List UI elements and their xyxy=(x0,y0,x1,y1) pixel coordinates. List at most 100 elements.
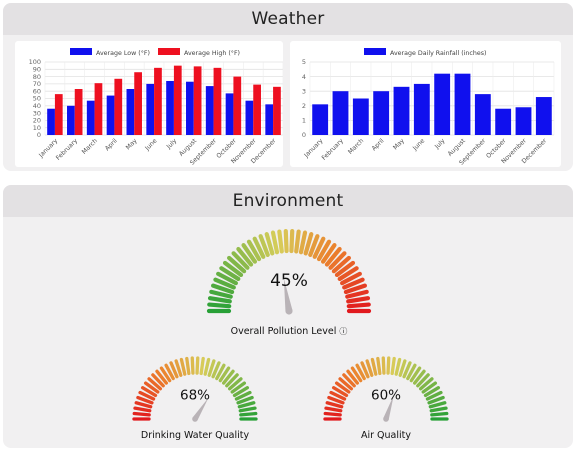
water-gauge-tick xyxy=(147,377,163,391)
water-gauge-tick xyxy=(222,369,235,385)
overall-gauge-tick xyxy=(324,246,342,267)
overall-needle xyxy=(283,278,293,312)
air-gauge-tick xyxy=(406,363,417,381)
bar xyxy=(94,83,103,135)
water-gauge-tick xyxy=(143,381,160,394)
water-gauge-tick xyxy=(140,386,158,398)
overall-gauge-tick xyxy=(298,230,308,255)
overall-gauge-tick xyxy=(252,236,266,259)
water-gauge-tick xyxy=(151,373,165,388)
overall-gauge-tick xyxy=(328,251,347,270)
water-gauge-tick xyxy=(218,366,231,383)
bar xyxy=(454,73,471,135)
overall-gauge-tick xyxy=(303,232,314,256)
water-gauge-tick xyxy=(185,356,191,376)
x-tick-label: March xyxy=(81,137,99,155)
air-gauge-tick xyxy=(323,411,342,417)
overall-gauge-tick xyxy=(342,277,365,290)
air-gauge-tick xyxy=(365,359,374,377)
water-gauge-tick xyxy=(174,359,183,377)
temperature-chart-card: Average Low (°F) Average High (°F) 0 10 20 30… xyxy=(15,41,284,167)
bar xyxy=(173,65,182,135)
legend-swatch xyxy=(364,48,386,55)
overall-gauge-tick xyxy=(270,230,280,255)
air-gauge-tick xyxy=(402,361,412,379)
water-gauge-tick xyxy=(227,377,243,391)
water-gauge-tick xyxy=(138,390,156,401)
overall-gauge-tick xyxy=(316,239,332,262)
air-gauge-tick xyxy=(381,356,386,375)
overall-gauge-tick xyxy=(331,255,351,274)
bar xyxy=(233,76,242,135)
overall-needle-hub xyxy=(285,307,293,315)
overall-gauge-tick xyxy=(289,228,295,254)
air-gauge-tick xyxy=(360,361,370,379)
y-tick-label: 4 xyxy=(302,73,306,81)
overall-gauge-tick xyxy=(231,251,250,270)
overall-gauge-tick xyxy=(340,271,362,286)
air-gauge-tick xyxy=(370,357,378,376)
air-gauge-tick xyxy=(324,406,343,413)
water-gauge-tick xyxy=(225,373,239,388)
bar xyxy=(312,104,329,135)
overall-gauge-tick xyxy=(264,232,275,256)
air-gauge-tick xyxy=(409,366,422,383)
overall-pollution-label-row: Overall Pollution Level ⓘ xyxy=(189,326,389,337)
overall-gauge-tick xyxy=(312,236,326,259)
bar xyxy=(114,78,123,135)
bar xyxy=(74,89,83,135)
bar xyxy=(245,100,254,135)
air-percent: 60% xyxy=(371,388,401,404)
air-gauge-tick xyxy=(429,406,448,413)
overall-gauge-tick xyxy=(334,260,356,278)
overall-gauge-tick xyxy=(246,239,262,262)
info-icon[interactable]: ⓘ xyxy=(339,327,348,336)
water-gauge-tick xyxy=(238,406,257,413)
x-tick-label: February xyxy=(321,137,346,162)
x-tick-label: April xyxy=(104,137,119,152)
overall-gauge-tick xyxy=(216,271,238,286)
air-gauge-tick xyxy=(342,373,356,388)
x-tick-label: June xyxy=(411,137,426,152)
rainfall-chart: Average Daily Rainfall (inches)012345Jan… xyxy=(302,48,555,167)
water-gauge-tick xyxy=(164,363,175,381)
y-tick-label: 70 xyxy=(33,80,41,88)
bar xyxy=(332,91,349,135)
air-gauge-tick xyxy=(327,395,345,405)
y-tick-label: 50 xyxy=(33,95,41,103)
overall-gauge-tick xyxy=(258,234,270,257)
bar xyxy=(134,72,142,135)
y-tick-label: 100 xyxy=(29,58,41,66)
bar xyxy=(186,81,194,135)
water-gauge-tick xyxy=(169,361,179,379)
overall-gauge-tick xyxy=(283,228,289,254)
legend-label: Average High (°F) xyxy=(184,49,240,57)
air-gauge-tick xyxy=(418,377,434,391)
bar xyxy=(413,83,430,135)
water-gauge-tick xyxy=(232,386,250,398)
bar xyxy=(393,86,410,135)
overall-gauge-tick xyxy=(320,243,337,264)
water-gauge-tick xyxy=(239,411,258,417)
y-tick-label: 80 xyxy=(33,73,41,81)
water-gauge-tick xyxy=(203,357,211,376)
overall-gauge-tick xyxy=(277,229,284,254)
x-tick-label: May xyxy=(392,137,406,151)
air-gauge-tick xyxy=(386,356,391,375)
y-tick-label: 10 xyxy=(33,124,41,132)
water-gauge-tick xyxy=(237,401,256,409)
overall-percent: 45% xyxy=(270,271,308,291)
bar xyxy=(535,97,552,135)
air-gauge-tick xyxy=(413,369,426,385)
air-gauge-tick xyxy=(334,381,351,394)
air-gauge-tick xyxy=(425,390,443,401)
temperature-chart: Average Low (°F) Average High (°F) 0102030… xyxy=(29,48,284,167)
rainfall-chart-card: Average Daily Rainfall (inches) 0 1 2 3 4 5 Jan… xyxy=(290,41,561,167)
y-tick-label: 3 xyxy=(302,87,306,95)
air-gauge-tick xyxy=(329,390,347,401)
air-needle-hub xyxy=(383,416,389,422)
bar xyxy=(495,108,512,135)
legend-swatch xyxy=(70,48,92,55)
bar xyxy=(146,83,155,135)
y-tick-label: 0 xyxy=(302,131,306,139)
